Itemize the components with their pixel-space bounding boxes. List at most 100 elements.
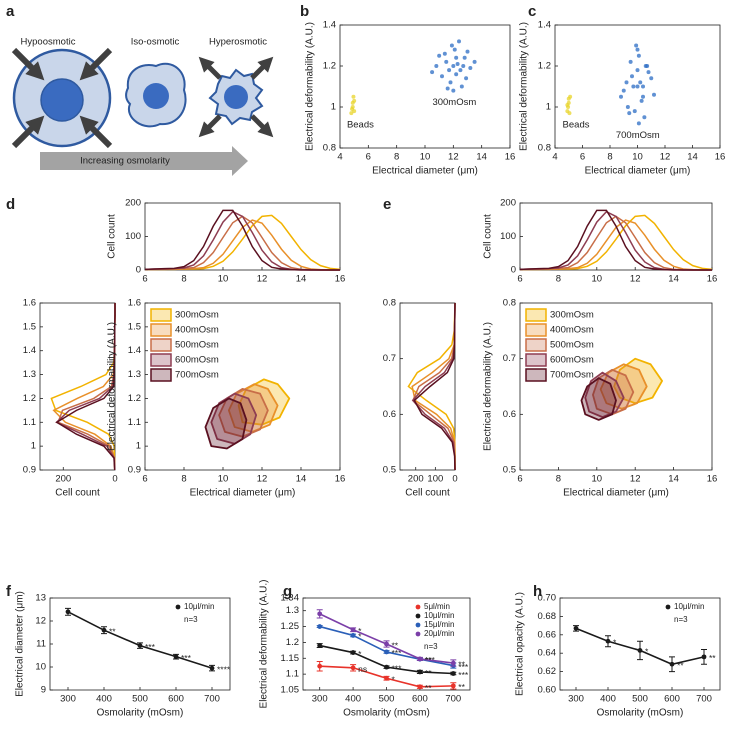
scatter-point xyxy=(351,94,356,99)
nucleus xyxy=(40,78,84,122)
significance-label: *** xyxy=(392,663,403,673)
scatter-point xyxy=(632,109,637,114)
scatter-point xyxy=(566,96,571,101)
series-line xyxy=(412,302,456,471)
significance-label: * xyxy=(645,647,649,657)
series-line xyxy=(407,302,456,470)
x-tick-label: 14 xyxy=(296,474,307,485)
x-tick-label: 16 xyxy=(505,152,516,163)
scatter-point xyxy=(652,92,656,97)
y-axis-label: Electrical deformability (A.U.) xyxy=(259,580,270,709)
scatter-point xyxy=(635,84,640,89)
contour xyxy=(599,363,648,410)
series-label: 300mOsm xyxy=(432,97,476,108)
y-tick-label: 1.34 xyxy=(281,593,300,604)
data-point xyxy=(605,638,611,644)
x-tick-label: 300 xyxy=(60,694,76,705)
x-tick-label: 6 xyxy=(142,274,147,285)
significance-label: *** xyxy=(458,662,469,672)
series-label: Beads xyxy=(347,120,374,131)
data-point xyxy=(350,627,356,633)
x-tick-label: 6 xyxy=(142,474,147,485)
scatter-point xyxy=(444,59,449,64)
legend-label: 700mOsm xyxy=(550,370,594,381)
legend-marker xyxy=(665,604,671,610)
scatter-point xyxy=(449,43,454,48)
significance-label: *** xyxy=(458,670,469,680)
x-tick-label: 700 xyxy=(445,694,461,705)
x-axis-label: Osmolarity (mOsm) xyxy=(97,708,184,719)
data-point xyxy=(701,654,707,660)
y-axis-label: Electrical deformability (A.U.) xyxy=(483,322,494,451)
legend-label: 700mOsm xyxy=(175,370,219,381)
scatter-point xyxy=(631,84,636,89)
data-point xyxy=(137,643,143,649)
x-tick-label: 8 xyxy=(394,152,399,163)
y-tick-label: 0.7 xyxy=(383,353,396,364)
x-axis-label: Osmolarity (mOsm) xyxy=(343,708,430,719)
series-line xyxy=(144,210,340,271)
y-tick-label: 9 xyxy=(41,685,46,696)
scatter-point xyxy=(464,76,469,81)
data-point xyxy=(384,664,389,670)
y-tick-label: 200 xyxy=(500,198,516,209)
x-tick-label: 8 xyxy=(181,474,186,485)
legend-swatch xyxy=(150,368,172,382)
chart-panel: b 4 6 8 10 12 14 16 0.8 1 1.2 1.4 Electrical diamete… xyxy=(300,3,515,177)
data-point xyxy=(384,641,389,647)
plot-frame xyxy=(399,302,456,471)
scatter-point xyxy=(643,64,648,68)
x-tick-label: 700 xyxy=(204,694,220,705)
legend-swatch xyxy=(525,338,547,352)
x-tick-label: 16 xyxy=(335,474,346,485)
scatter-point xyxy=(468,66,473,71)
legend-marker xyxy=(415,604,421,610)
x-tick-label: 600 xyxy=(412,694,428,705)
scatter-point xyxy=(619,94,623,99)
y-tick-label: 0.7 xyxy=(503,353,516,364)
legend-label: 500mOsm xyxy=(550,340,594,351)
series-line xyxy=(520,215,712,271)
legend-label: 10μl/min xyxy=(674,602,704,611)
x-tick-label: 6 xyxy=(366,152,371,163)
x-tick-label: 10 xyxy=(592,274,603,285)
y-tick-label: 1.4 xyxy=(128,345,141,356)
y-tick-label: 1.6 xyxy=(128,298,141,309)
y-tick-label: 1.3 xyxy=(23,369,36,380)
data-point xyxy=(637,648,643,653)
data-point xyxy=(317,643,323,648)
chart-panel: e 6 8 10 12 14 16 0 100 200 Cell count xyxy=(383,196,717,285)
scatter-point xyxy=(641,84,645,89)
scatter-point xyxy=(454,72,459,77)
significance-label: * xyxy=(613,637,617,647)
data-point xyxy=(350,633,356,638)
significance-label: ** xyxy=(677,660,684,670)
y-tick-label: 1.2 xyxy=(286,637,299,648)
y-tick-label: 1.2 xyxy=(23,393,36,404)
x-tick-label: 12 xyxy=(448,152,459,163)
x-tick-label: 14 xyxy=(668,474,679,485)
scatter-point xyxy=(457,39,461,44)
y-tick-label: 0.6 xyxy=(503,409,516,420)
y-tick-label: 0.9 xyxy=(128,465,141,476)
x-tick-label: 10 xyxy=(218,274,229,285)
y-tick-label: 0.8 xyxy=(383,298,396,309)
series-line xyxy=(519,209,712,271)
y-tick-label: 1 xyxy=(136,441,141,452)
significance-label: ns xyxy=(358,664,367,674)
data-point xyxy=(209,665,215,671)
data-point xyxy=(417,684,423,690)
cell-label: Iso-osmotic xyxy=(131,37,180,48)
y-tick-label: 0.5 xyxy=(503,465,516,476)
significance-label: *** xyxy=(181,653,192,663)
x-tick-label: 8 xyxy=(607,152,612,163)
legend-label: 500mOsm xyxy=(175,340,219,351)
panel-letter: c xyxy=(528,3,536,20)
significance-label: ** xyxy=(458,659,465,669)
scatter-point xyxy=(621,88,626,93)
y-tick-label: 0 xyxy=(511,265,516,276)
scatter-point xyxy=(649,76,654,81)
y-tick-label: 1.1 xyxy=(23,417,36,428)
significance-label: ** xyxy=(709,653,716,663)
data-point xyxy=(384,649,389,655)
